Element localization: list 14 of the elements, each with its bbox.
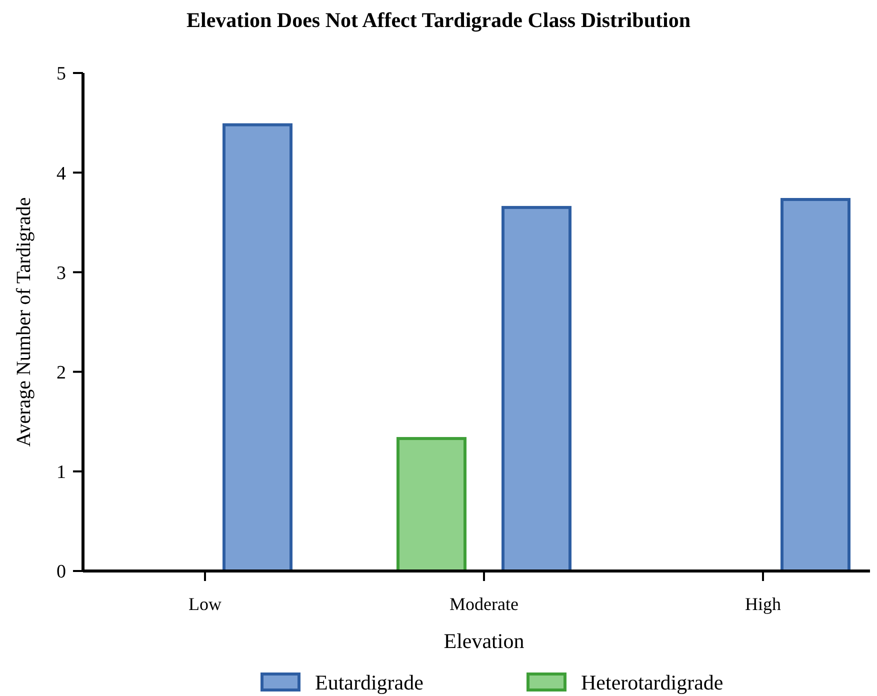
x-tick-label: High: [745, 594, 781, 614]
y-tick-label: 1: [56, 462, 66, 484]
y-tick-label: 0: [56, 562, 66, 583]
chart-title: Elevation Does Not Affect Tardigrade Class Distribution: [186, 8, 691, 32]
x-tick-label: Low: [188, 594, 222, 614]
legend-label: Eutardigrade: [315, 670, 424, 694]
y-tick-label: 5: [56, 64, 66, 85]
legend-label: Heterotardigrade: [581, 670, 724, 694]
y-axis-title: Average Number of Tardigrade: [13, 197, 35, 447]
x-tick-label: Moderate: [450, 594, 518, 614]
y-tick-label: 2: [56, 362, 66, 384]
x-axis-title: Elevation: [444, 629, 525, 653]
y-tick-label: 3: [56, 262, 66, 284]
y-tick-label: 4: [56, 163, 66, 184]
